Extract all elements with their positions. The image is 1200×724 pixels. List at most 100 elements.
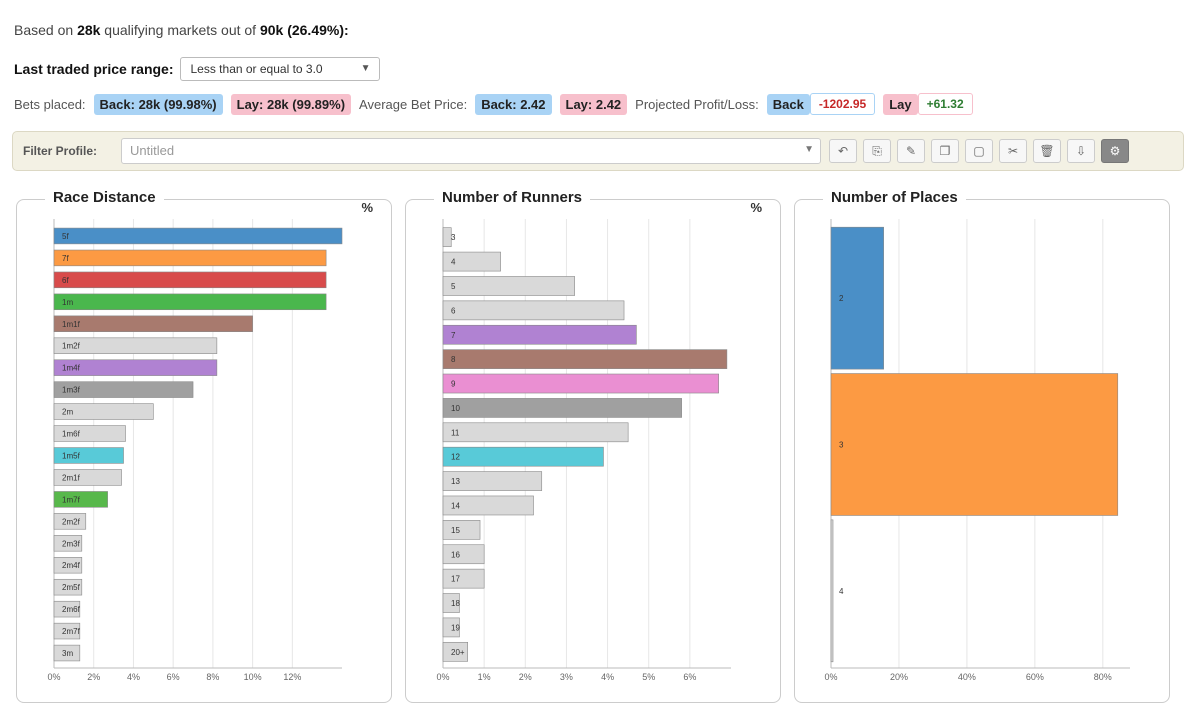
x-tick-label: 4% — [601, 672, 614, 682]
bar — [53, 535, 83, 552]
bar — [53, 315, 253, 332]
bar — [53, 644, 81, 662]
x-tick-label: 1% — [478, 672, 491, 682]
bar — [442, 398, 682, 418]
bar-label: 7 — [451, 331, 456, 340]
bar-label: 11 — [451, 428, 460, 437]
x-tick-label: 40% — [958, 672, 976, 682]
bar-label: 8 — [451, 355, 456, 364]
x-tick-label: 80% — [1094, 672, 1112, 682]
bar-label: 17 — [451, 575, 460, 584]
bar-label: 19 — [451, 623, 460, 632]
lay-placed-badge: Lay: 28k (99.89%) — [230, 93, 352, 115]
edit-icon: ✎ — [905, 144, 917, 158]
price-range-label: Last traded price range: — [14, 61, 174, 77]
bar-label: 20+ — [451, 648, 465, 657]
back-pl-tag: Back — [766, 93, 810, 115]
summary-text: Based on 28k qualifying markets out of 9… — [14, 22, 349, 38]
download-button[interactable]: ⇩ — [1067, 139, 1095, 163]
bar — [442, 251, 501, 272]
bar-label: 2m7f — [62, 627, 81, 636]
bar-label: 6f — [62, 276, 69, 285]
bar — [442, 495, 534, 516]
bar — [442, 422, 629, 443]
bar-label: 1m6f — [62, 430, 81, 439]
race-distance-title: Race Distance — [45, 189, 164, 206]
copy-button[interactable]: ⎘ — [863, 139, 891, 163]
bar — [442, 593, 460, 613]
x-tick-label: 0% — [436, 672, 449, 682]
undo-icon: ↶ — [837, 144, 849, 158]
bar-label: 1m2f — [62, 342, 81, 351]
price-range-select[interactable]: Less than or equal to 3.0 ▼ — [179, 57, 380, 81]
delete-button[interactable]: 🗑 — [1033, 139, 1061, 163]
bar — [830, 519, 834, 663]
bar — [53, 337, 218, 354]
bar — [53, 513, 87, 530]
bar — [442, 276, 575, 296]
bar-label: 2m3f — [62, 539, 81, 548]
bar-label: 5 — [451, 282, 456, 291]
bar — [442, 373, 719, 394]
bar — [53, 557, 83, 574]
bar-label: 1m7f — [62, 495, 81, 504]
chevron-down-icon: ▼ — [804, 144, 814, 155]
bar-label: 1m — [62, 298, 73, 307]
filter-profile-label: Filter Profile: — [23, 144, 98, 158]
bar-label: 15 — [451, 526, 460, 535]
number-of-places-title: Number of Places — [823, 189, 966, 206]
cut-icon: ✂ — [1007, 144, 1019, 158]
bar-label: 2m — [62, 408, 73, 417]
bar-label: 3m — [62, 649, 73, 658]
x-tick-label: 0% — [824, 672, 837, 682]
bar-label: 16 — [451, 550, 460, 559]
race-distance-chart: 0% 2% 4% 6% 8% 10% 12% 5f 7f 6f 1m 1m1f 1m2f 1m4f 1m3f… — [47, 219, 343, 682]
save-button[interactable]: ▢ — [965, 139, 993, 163]
bar — [53, 491, 108, 508]
bar — [53, 469, 122, 486]
duplicate-button[interactable]: ❐ — [931, 139, 959, 163]
number-of-places-panel: Number of Places 0% 20% 40% 60% 80% 2 3 4 — [794, 189, 1170, 703]
save-icon: ▢ — [973, 144, 985, 158]
x-tick-label: 10% — [244, 672, 262, 682]
number-of-places-chart: 0% 20% 40% 60% 80% 2 3 4 — [824, 219, 1130, 682]
bar — [442, 446, 604, 467]
bar — [53, 403, 154, 420]
total-count: 90k — [259, 22, 284, 38]
bar — [442, 349, 728, 369]
bar-label: 2m1f — [62, 473, 81, 482]
bar-label: 6 — [451, 306, 456, 315]
price-range-value: Less than or equal to 3.0 — [190, 62, 323, 76]
bar — [53, 249, 327, 267]
bar — [442, 641, 468, 662]
undo-button[interactable]: ↶ — [829, 139, 857, 163]
cut-button[interactable]: ✂ — [999, 139, 1027, 163]
price-range-row: Last traded price range: Less than or eq… — [14, 57, 380, 81]
bar-label: 2m2f — [62, 517, 81, 526]
number-of-runners-panel: Number of Runners % 0% 1% 2% 3% 4% 5% 6% 3 4 5 6 7 8… — [405, 189, 781, 703]
filter-profile-select[interactable]: Untitled ▼ — [121, 138, 821, 164]
back-pl-group: Back -1202.95 — [766, 93, 876, 115]
summary-prefix: Based on — [14, 22, 78, 38]
number-of-runners-pct-toggle[interactable]: % — [750, 200, 762, 215]
bar — [53, 622, 81, 640]
back-placed-badge: Back: 28k (99.98%) — [93, 93, 223, 115]
x-tick-label: 0% — [47, 672, 60, 682]
settings-icon: ⚙ — [1109, 144, 1121, 158]
back-avg-badge: Back: 2.42 — [475, 93, 552, 115]
bar-label: 2m4f — [62, 561, 81, 570]
x-tick-label: 5% — [642, 672, 655, 682]
x-tick-label: 2% — [519, 672, 532, 682]
bar-label: 2m6f — [62, 605, 81, 614]
bar — [53, 293, 327, 311]
delete-icon: 🗑 — [1039, 144, 1055, 158]
duplicate-icon: ❐ — [939, 144, 951, 158]
bar — [442, 300, 625, 321]
x-tick-label: 3% — [560, 672, 573, 682]
filter-toolbar: ↶ ⎘ ✎ ❐ ▢ ✂ 🗑 ⇩ ⚙ — [829, 139, 1129, 163]
edit-button[interactable]: ✎ — [897, 139, 925, 163]
race-distance-pct-toggle[interactable]: % — [361, 200, 373, 215]
settings-button[interactable]: ⚙ — [1101, 139, 1129, 163]
copy-icon: ⎘ — [872, 143, 882, 158]
bar — [53, 271, 327, 289]
